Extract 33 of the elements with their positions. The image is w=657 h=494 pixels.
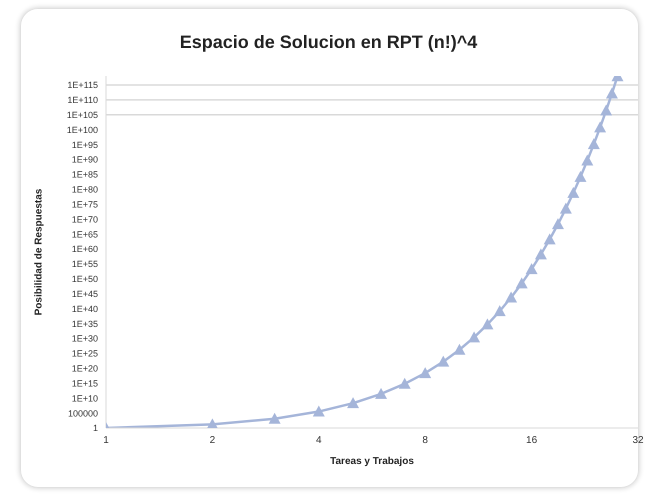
x-tick-label: 4 [316, 435, 322, 446]
x-tick-label: 1 [103, 435, 110, 446]
y-tick-label: 1E+65 [72, 229, 98, 240]
y-axis-title: Posibilidad de Respuestas [34, 188, 45, 316]
y-tick-label: 1E+45 [72, 288, 98, 299]
y-tick-label: 1E+105 [66, 110, 98, 120]
x-tick-label: 16 [526, 435, 538, 446]
y-tick-label: 1E+55 [72, 259, 98, 270]
y-tick-label: 1E+30 [72, 334, 98, 344]
x-tick-label: 2 [210, 435, 216, 446]
y-tick-label: 1E+90 [72, 154, 98, 165]
y-tick-label: 1E+75 [72, 199, 98, 210]
y-tick-label: 1E+20 [72, 364, 98, 374]
y-tick-label: 1 [92, 423, 98, 434]
x-tick-label: 8 [422, 435, 428, 446]
x-tick-label: 32 [632, 435, 644, 446]
y-tick-label: 1E+110 [67, 95, 98, 106]
chart-title: Espacio de Solucion en RPT (n!)^4 [178, 32, 478, 53]
y-tick-label: 1E+85 [72, 170, 98, 180]
y-tick-label: 1E+40 [72, 304, 98, 314]
y-tick-label: 100000 [68, 408, 98, 418]
y-tick-label: 1E+70 [72, 214, 98, 224]
x-axis-title: Tareas y Trabajos [330, 456, 414, 467]
y-tick-label: 1E+10 [72, 393, 98, 404]
y-tick-label: 1E+15 [72, 378, 98, 388]
y-tick-label: 1E+80 [72, 184, 98, 195]
y-tick-label: 1E+95 [72, 140, 98, 150]
y-tick-label: 1E+60 [72, 244, 98, 254]
y-tick-label: 1E+50 [72, 274, 98, 284]
y-tick-label: 1E+115 [67, 80, 98, 90]
y-tick-label: 1E+100 [66, 124, 98, 135]
y-tick-label: 1E+25 [72, 348, 98, 359]
y-tick-label: 1E+35 [72, 318, 98, 329]
